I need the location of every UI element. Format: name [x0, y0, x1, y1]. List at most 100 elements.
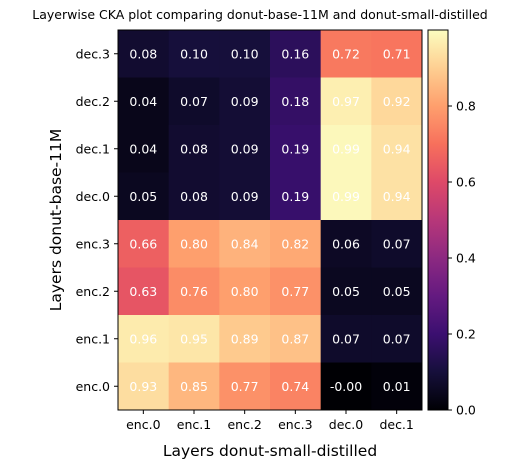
plot-frame [117, 29, 423, 411]
y-tick-label-4: enc.3 [76, 236, 110, 251]
cell-value-7-4: -0.00 [330, 379, 362, 394]
heatmap-cell-3-4 [320, 172, 372, 221]
heatmap-cell-5-1 [168, 267, 220, 316]
cell-value-3-0: 0.05 [129, 189, 157, 204]
cell-value-2-3: 0.19 [281, 141, 309, 156]
cell-value-1-2: 0.09 [231, 94, 259, 109]
heatmap-cell-4-4 [320, 220, 372, 268]
heatmap-cell-7-1 [168, 362, 220, 411]
cell-value-7-2: 0.77 [231, 379, 259, 394]
cell-value-6-1: 0.95 [180, 331, 208, 346]
cell-value-5-0: 0.63 [129, 284, 157, 299]
heatmap-cell-6-0 [118, 315, 170, 363]
heatmap-cell-5-0 [118, 267, 170, 316]
cell-value-2-1: 0.08 [180, 141, 208, 156]
x-tick-label-1: enc.1 [177, 417, 211, 432]
cell-value-2-0: 0.04 [129, 141, 157, 156]
y-tick-label-6: enc.1 [76, 331, 110, 346]
heatmap-cell-2-0 [118, 125, 170, 173]
cell-value-6-0: 0.96 [129, 331, 157, 346]
cell-value-7-3: 0.74 [281, 379, 309, 394]
cell-value-1-0: 0.04 [129, 94, 157, 109]
heatmap-cell-7-5 [371, 362, 423, 411]
cell-value-5-4: 0.05 [332, 284, 360, 299]
cell-value-2-4: 0.99 [332, 141, 360, 156]
cell-value-5-5: 0.05 [383, 284, 411, 299]
x-axis-ticks: enc.0 enc.1 enc.2 enc.3 dec.0 dec.1 [126, 410, 414, 432]
heatmap-cells [118, 30, 423, 411]
heatmap-cell-7-2 [219, 362, 271, 411]
y-tick-label-5: enc.2 [76, 284, 110, 299]
y-tick-label-7: enc.0 [76, 379, 110, 394]
colorbar-tick-label-0: 0.0 [456, 403, 476, 418]
cell-value-6-5: 0.07 [383, 331, 411, 346]
heatmap-cell-6-3 [270, 315, 322, 363]
heatmap-cell-7-4 [320, 362, 372, 411]
heatmap-cell-4-2 [219, 220, 271, 268]
heatmap-cell-3-5 [371, 172, 423, 221]
cell-value-0-4: 0.72 [332, 46, 360, 61]
cell-value-5-2: 0.80 [231, 284, 259, 299]
chart-title: Layerwise CKA plot comparing donut-base-… [32, 7, 487, 22]
heatmap-cell-3-3 [270, 172, 322, 221]
cell-value-1-5: 0.92 [383, 94, 411, 109]
colorbar [427, 29, 449, 411]
heatmap-cell-4-1 [168, 220, 220, 268]
heatmap-cell-1-2 [219, 77, 271, 126]
heatmap-cell-0-5 [371, 30, 423, 78]
x-tick-label-4: dec.0 [329, 417, 363, 432]
heatmap-cell-0-2 [219, 30, 271, 78]
cell-annotations: 0.08 0.10 0.10 0.16 0.72 0.71 0.04 0.07 0.09 0.18… [129, 46, 410, 394]
cell-value-1-4: 0.97 [332, 94, 360, 109]
heatmap-cell-2-4 [320, 125, 372, 173]
heatmap-cell-3-2 [219, 172, 271, 221]
y-tick-label-0: dec.3 [76, 46, 110, 61]
heatmap-cell-2-5 [371, 125, 423, 173]
cell-value-2-5: 0.94 [383, 141, 411, 156]
heatmap-cell-6-5 [371, 315, 423, 363]
cell-value-2-2: 0.09 [231, 141, 259, 156]
cell-value-7-0: 0.93 [129, 379, 157, 394]
cell-value-6-4: 0.07 [332, 331, 360, 346]
cell-value-0-1: 0.10 [180, 46, 208, 61]
heatmap-cell-2-2 [219, 125, 271, 173]
colorbar-tick-label-4: 0.8 [456, 99, 476, 114]
x-tick-label-5: dec.1 [379, 417, 413, 432]
heatmap-cell-5-2 [219, 267, 271, 316]
heatmap-cell-0-4 [320, 30, 372, 78]
colorbar-tick-label-3: 0.6 [456, 175, 476, 190]
y-tick-label-2: dec.1 [76, 141, 110, 156]
heatmap-cell-0-1 [168, 30, 220, 78]
x-tick-label-2: enc.2 [227, 417, 261, 432]
heatmap-cell-4-3 [270, 220, 322, 268]
cell-value-4-1: 0.80 [180, 236, 208, 251]
cell-value-6-3: 0.87 [281, 331, 309, 346]
heatmap-cell-1-0 [118, 77, 170, 126]
y-axis-ticks: dec.3 dec.2 dec.1 dec.0 enc.3 enc.2 enc.1 enc.0 [76, 46, 118, 394]
heatmap-cell-1-5 [371, 77, 423, 126]
cell-value-3-1: 0.08 [180, 189, 208, 204]
y-axis-label: Layers donut-base-11M [47, 129, 65, 312]
heatmap-cell-6-1 [168, 315, 220, 363]
cell-value-3-3: 0.19 [281, 189, 309, 204]
heatmap-cell-4-5 [371, 220, 423, 268]
heatmap-cell-1-1 [168, 77, 220, 126]
cell-value-0-5: 0.71 [383, 46, 411, 61]
cell-value-3-2: 0.09 [231, 189, 259, 204]
colorbar-tick-label-1: 0.2 [456, 327, 476, 342]
heatmap-cell-7-0 [118, 362, 170, 411]
heatmap-cell-6-4 [320, 315, 372, 363]
heatmap-cell-0-0 [118, 30, 170, 78]
cell-value-0-0: 0.08 [129, 46, 157, 61]
cell-value-6-2: 0.89 [231, 331, 259, 346]
heatmap-cell-6-2 [219, 315, 271, 363]
colorbar-ticks: 0.0 0.2 0.4 0.6 0.8 [448, 99, 476, 418]
colorbar-tick-label-2: 0.4 [456, 251, 476, 266]
cell-value-1-1: 0.07 [180, 94, 208, 109]
cell-value-1-3: 0.18 [281, 94, 309, 109]
heatmap-cell-5-4 [320, 267, 372, 316]
heatmap-cell-3-1 [168, 172, 220, 221]
cell-value-4-3: 0.82 [281, 236, 309, 251]
cell-value-4-4: 0.06 [332, 236, 360, 251]
